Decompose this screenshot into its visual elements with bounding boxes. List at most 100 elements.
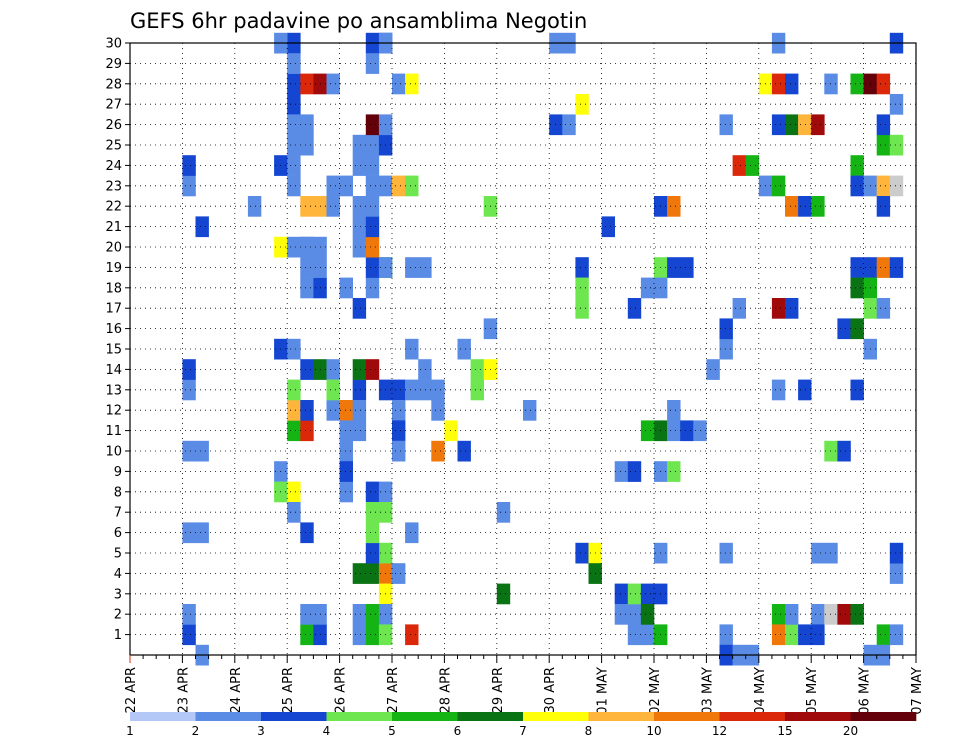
heatmap-cell	[614, 461, 629, 482]
y-tick-label: 8	[114, 485, 122, 500]
y-tick-label: 7	[114, 506, 122, 521]
heatmap-cell	[392, 73, 406, 95]
heatmap-cell	[771, 624, 786, 646]
heatmap-cell	[418, 359, 432, 380]
heatmap-cell	[850, 155, 864, 176]
legend-label: 20	[843, 724, 858, 738]
x-axis: 22 APR 23 APR 24 APR 25 APR 26 APR 27 APR 28 A…	[124, 655, 925, 715]
heatmap-cell	[771, 175, 786, 197]
heatmap-cell	[247, 196, 262, 217]
heatmap-cell	[431, 379, 445, 401]
heatmap-cell	[850, 257, 864, 278]
heatmap-cell	[365, 257, 380, 278]
heatmap-cell	[837, 318, 851, 340]
heatmap-cell	[876, 257, 891, 278]
heatmap-cell	[850, 73, 864, 95]
heatmap-cell	[300, 236, 314, 258]
heatmap-cell	[300, 134, 314, 156]
heatmap-cell	[392, 400, 406, 421]
x-tick-label: 23 APR	[176, 667, 191, 713]
heatmap-cell	[889, 134, 904, 156]
heatmap-cell	[889, 542, 904, 564]
heatmap-cell	[640, 277, 655, 299]
heatmap-cell	[457, 440, 471, 462]
heatmap-cell	[300, 257, 314, 278]
y-tick-label: 22	[105, 200, 122, 215]
heatmap-cell	[889, 563, 904, 584]
heatmap-cell	[889, 175, 904, 197]
heatmap-cell	[405, 73, 419, 95]
heatmap-cell	[876, 114, 891, 136]
y-tick-label: 6	[114, 526, 122, 541]
heatmap-cell	[876, 134, 891, 156]
heatmap-cell	[339, 461, 353, 482]
heatmap-cell	[352, 400, 367, 421]
heatmap-cell	[640, 583, 655, 605]
heatmap-cell	[496, 583, 511, 605]
heatmap-cell	[287, 338, 301, 360]
heatmap-cell	[640, 604, 655, 625]
heatmap-cell	[785, 298, 799, 319]
heatmap-cell	[614, 604, 629, 625]
y-tick-label: 24	[105, 159, 122, 174]
legend-label: 4	[323, 724, 331, 738]
heatmap-cell	[771, 73, 786, 95]
heatmap-cell	[195, 522, 209, 544]
heatmap-cell	[392, 379, 406, 401]
heatmap-cell	[182, 522, 196, 544]
x-tick-label: 27 APR	[386, 667, 401, 713]
heatmap-cell	[431, 400, 445, 421]
heatmap-cell	[182, 624, 196, 646]
x-tick-label: 25 APR	[281, 667, 296, 713]
y-tick-label: 20	[105, 241, 122, 256]
heatmap-cell	[326, 400, 340, 421]
heatmap-cell	[798, 196, 812, 217]
legend-swatch	[523, 712, 589, 721]
heatmap-cell	[706, 359, 720, 380]
heatmap-cell	[352, 298, 367, 319]
heatmap-cell	[667, 461, 681, 482]
x-tick-label: 26 APR	[334, 667, 349, 713]
legend-label: 12	[712, 724, 727, 738]
y-tick-label: 2	[114, 608, 122, 623]
heatmap-cell	[575, 298, 589, 319]
heatmap-cell	[575, 542, 589, 564]
heatmap-cell	[300, 277, 314, 299]
heatmap-cell	[287, 175, 301, 197]
heatmap-cell	[798, 114, 812, 136]
heatmap-cell	[287, 53, 301, 74]
heatmap-cell	[627, 298, 642, 319]
heatmap-cell	[287, 481, 301, 503]
heatmap-cell	[365, 236, 380, 258]
heatmap-cell	[627, 461, 642, 482]
heatmap-cell	[405, 338, 419, 360]
heatmap-cell	[785, 196, 799, 217]
heatmap-cell	[405, 522, 419, 544]
heatmap-cell	[287, 134, 301, 156]
y-tick-label: 25	[105, 139, 122, 154]
heatmap-cell	[365, 155, 380, 176]
heatmap-cell	[876, 196, 891, 217]
heatmap-cell	[771, 114, 786, 136]
heatmap-cell	[300, 196, 314, 217]
legend-swatch	[850, 712, 917, 721]
grid-lines	[130, 43, 916, 655]
heatmap-cell	[365, 481, 380, 503]
heatmap-cell	[876, 175, 891, 197]
legend: 1 2 3 4 5 6 7 8 10 12 15 20	[126, 712, 917, 738]
y-tick-label: 23	[105, 179, 122, 194]
y-tick-label: 27	[105, 98, 122, 113]
heatmap-cell	[365, 502, 380, 523]
heatmap-cell	[771, 298, 786, 319]
heatmap-cell	[352, 624, 367, 646]
x-tick-label: 02 MAY	[648, 667, 663, 715]
y-tick-label: 5	[114, 547, 122, 562]
heatmap-cell	[431, 440, 445, 462]
heatmap-cell	[405, 624, 419, 646]
y-tick-label: 4	[114, 567, 122, 582]
heatmap-cell	[785, 73, 799, 95]
heatmap-cell	[326, 196, 340, 217]
heatmap-cell	[771, 604, 786, 625]
heatmap-cell	[732, 298, 746, 319]
heatmap-cell	[339, 481, 353, 503]
